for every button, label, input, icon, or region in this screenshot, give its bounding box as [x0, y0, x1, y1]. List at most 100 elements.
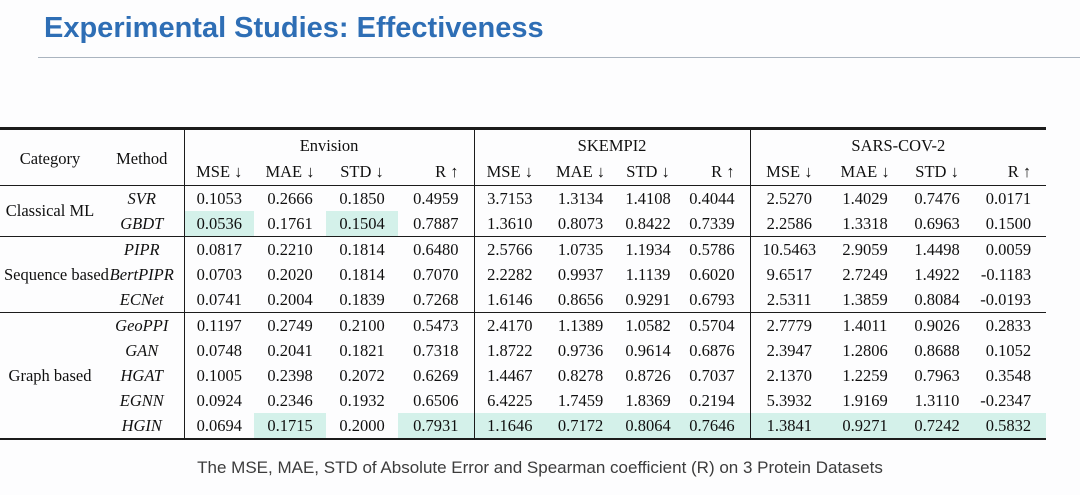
method-cell: EGNN: [119, 390, 164, 410]
value-cell: -0.0193: [980, 289, 1032, 309]
value-cell: 0.7242: [902, 412, 973, 439]
dataset-group-header: SKEMPI2: [473, 128, 751, 158]
dataset-group-header: SARS-COV-2: [749, 128, 1047, 158]
value-cell: 0.1052: [985, 340, 1032, 360]
value-cell: 0.0924: [183, 387, 254, 413]
value-cell: 10.5463: [749, 236, 829, 262]
value-cell: 0.2666: [267, 188, 313, 208]
value-cell: 6.4225: [473, 387, 546, 413]
value-cell: 0.0703: [183, 261, 254, 287]
value-cell: -0.1183: [980, 264, 1032, 284]
row-group: Sequence based PIPR 0.0817 0.2210 0.1814 0.64…: [0, 236, 1047, 312]
method-cell: SVR: [127, 188, 156, 208]
value-cell: 0.2020: [267, 264, 313, 284]
value-cell: 2.7779: [749, 312, 829, 338]
value-cell: 1.3110: [914, 390, 960, 410]
value-cell: 0.8726: [625, 365, 671, 385]
value-cell: 0.1814: [339, 239, 385, 259]
value-cell: 1.0735: [557, 239, 604, 259]
value-cell: 1.4029: [842, 188, 888, 208]
method-cell: PIPR: [123, 239, 160, 259]
row-group: Graph based GeoPPI 0.1197 0.2749 0.2100 0.547…: [0, 312, 1047, 439]
value-cell: 2.5311: [749, 286, 829, 312]
value-cell: 1.0582: [625, 315, 671, 335]
value-cell: 0.0748: [183, 337, 254, 363]
value-cell: 2.1370: [749, 362, 829, 388]
value-cell: 0.6020: [689, 264, 735, 284]
value-cell: 0.4959: [413, 188, 459, 208]
value-cell: 1.3610: [473, 210, 546, 236]
value-cell: 0.1715: [254, 412, 326, 439]
metric-header: R ↑: [1007, 161, 1032, 181]
value-cell: 2.2586: [749, 210, 829, 236]
value-cell: 0.9614: [625, 340, 671, 360]
value-cell: 3.7153: [473, 185, 546, 211]
corner-header-method: Method: [116, 149, 168, 169]
value-cell: 0.8656: [557, 289, 604, 309]
value-cell: 0.0171: [985, 188, 1032, 208]
value-cell: 1.8722: [473, 337, 546, 363]
value-cell: 0.6480: [413, 239, 459, 259]
value-cell: 0.9937: [557, 264, 604, 284]
metric-header: MAE ↓: [556, 161, 606, 181]
value-cell: 0.2833: [985, 315, 1032, 335]
value-cell: 0.0817: [183, 236, 254, 262]
value-cell: 0.1932: [339, 390, 385, 410]
title-underline: [38, 57, 1080, 58]
value-cell: 0.1821: [339, 340, 385, 360]
value-cell: 1.4467: [473, 362, 546, 388]
value-cell: 0.1500: [985, 213, 1032, 233]
metric-header: R ↑: [711, 161, 735, 181]
value-cell: 2.2282: [473, 261, 546, 287]
category-cell: Graph based: [8, 365, 92, 385]
table-row: Sequence based PIPR 0.0817 0.2210 0.1814 0.64…: [0, 236, 1046, 284]
value-cell: 0.2749: [267, 315, 313, 335]
value-cell: 0.1053: [183, 185, 254, 211]
metric-header: STD ↓: [915, 161, 959, 181]
table-row: BertPIPR 0.0703 0.2020 0.1814 0.7070 2.2282 0.…: [0, 261, 1046, 287]
value-cell: 0.3548: [985, 365, 1032, 385]
table-caption: The MSE, MAE, STD of Absolute Error and …: [197, 458, 883, 477]
value-cell: 0.2041: [267, 340, 313, 360]
value-cell: 0.7268: [413, 289, 459, 309]
metric-header: MAE ↓: [265, 161, 315, 181]
value-cell: 0.8084: [914, 289, 960, 309]
table-row: Graph based GeoPPI 0.1197 0.2749 0.2100 0.547…: [0, 312, 1046, 385]
value-cell: 0.8422: [625, 213, 671, 233]
value-cell: 1.4498: [914, 239, 960, 259]
value-cell: 2.7249: [842, 264, 888, 284]
table-row: EGNN 0.0924 0.2346 0.1932 0.6506 6.4225 1.7459…: [0, 387, 1046, 413]
value-cell: 0.0536: [183, 210, 254, 236]
value-cell: 2.4170: [473, 312, 546, 338]
value-cell: 0.6876: [689, 340, 735, 360]
value-cell: 0.2346: [267, 390, 313, 410]
metric-header: R ↑: [435, 161, 459, 181]
value-cell: 1.1934: [625, 239, 671, 259]
value-cell: 0.6793: [689, 289, 735, 309]
value-cell: 0.1197: [183, 312, 254, 338]
value-cell: 0.1814: [339, 264, 385, 284]
method-cell: GBDT: [120, 213, 164, 233]
value-cell: 1.1389: [557, 315, 604, 335]
value-cell: 0.7963: [914, 365, 960, 385]
value-cell: 2.3947: [749, 337, 829, 363]
value-cell: 1.1646: [473, 412, 546, 439]
value-cell: 2.5766: [473, 236, 546, 262]
value-cell: 0.6963: [914, 213, 960, 233]
value-cell: 0.0059: [985, 239, 1032, 259]
value-cell: 0.2000: [339, 415, 385, 435]
value-cell: 0.2398: [267, 365, 313, 385]
row-group: Classical ML SVR 0.1053 0.2666 0.1850 0.4959 3…: [0, 185, 1046, 236]
value-cell: 0.0741: [183, 286, 254, 312]
value-cell: 1.3318: [842, 213, 888, 233]
value-cell: 0.8064: [616, 412, 681, 439]
dataset-group-header: Envision: [183, 128, 475, 158]
value-cell: 1.4108: [625, 188, 671, 208]
value-cell: 1.6146: [473, 286, 546, 312]
value-cell: 0.5473: [413, 315, 459, 335]
results-table: Category Method Envision SKEMPI2 SARS-COV-2 M…: [0, 127, 1047, 440]
value-cell: 0.9271: [828, 412, 903, 439]
metric-header: STD ↓: [340, 161, 384, 181]
metric-header: STD ↓: [626, 161, 670, 181]
